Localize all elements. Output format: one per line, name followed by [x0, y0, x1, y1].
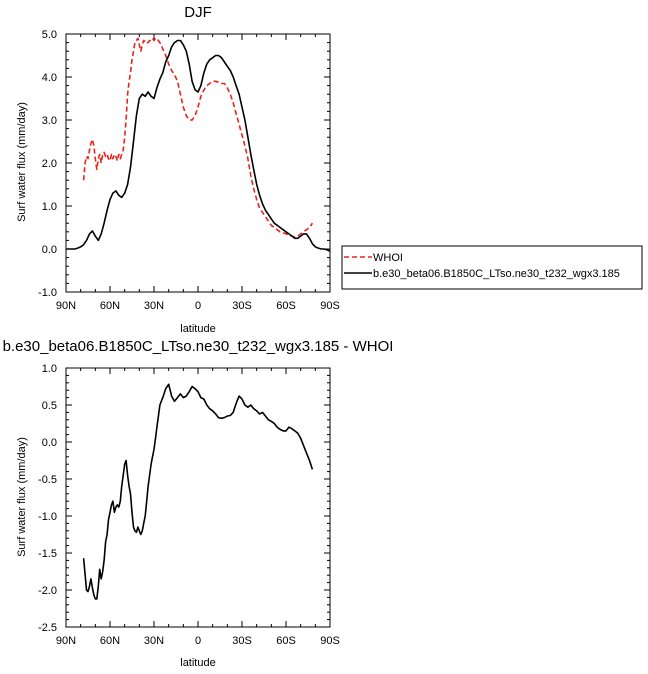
- bottom-x-tick-label: 30S: [232, 635, 252, 647]
- bottom-x-tick-label: 90S: [320, 635, 340, 647]
- bottom-axis-ticks: 90N 60N 30N 0 30S 60S 90S -2.5 -2.0 -1.5 -1.0 -0.5 0…: [38, 363, 340, 647]
- bottom-y-axis-label: Surf water flux (mm/day): [16, 437, 28, 557]
- top-series-group: [66, 37, 331, 252]
- top-y-axis-label: Surf water flux (mm/day): [16, 102, 28, 222]
- bottom-x-tick-label: 0: [195, 635, 201, 647]
- bottom-series-line-model: [82, 383, 314, 600]
- top-y-tick-label: 4.0: [42, 72, 57, 84]
- bottom-panel: b.e30_beta06.B1850C_LTso.ne30_t232_wgx3.…: [3, 338, 394, 669]
- top-plot-frame: [65, 33, 331, 293]
- bottom-x-tick-label: 60N: [100, 635, 120, 647]
- top-x-tick-label: 30N: [144, 300, 164, 312]
- top-x-axis-label: latitude: [180, 323, 215, 335]
- bottom-plot-frame: [65, 367, 331, 628]
- top-x-tick-label: 90N: [56, 300, 76, 312]
- top-axis-ticks: 90N 60N 30N 0 30S 60S 90S -1.0 0.0 1.0 2.0 3.0 4.0 5.…: [38, 29, 340, 312]
- bottom-y-tick-label: -1.0: [38, 511, 57, 523]
- top-y-tick-label: 2.0: [42, 158, 57, 170]
- bottom-chart-title: b.e30_beta06.B1850C_LTso.ne30_t232_wgx3.…: [3, 338, 394, 355]
- top-y-tick-label: 0.0: [42, 244, 57, 256]
- top-series-line-whoi: [82, 37, 314, 238]
- bottom-y-tick-label: -1.5: [38, 548, 57, 560]
- bottom-y-tick-label: -2.5: [38, 622, 57, 634]
- top-x-tick-label: 60N: [100, 300, 120, 312]
- bottom-y-tick-label: 1.0: [42, 363, 57, 375]
- top-y-tick-label: -1.0: [38, 287, 57, 299]
- bottom-x-tick-label: 30N: [144, 635, 164, 647]
- top-chart-title: DJF: [184, 4, 212, 21]
- bottom-x-axis-label: latitude: [180, 657, 215, 669]
- legend-box: [341, 245, 643, 290]
- bottom-x-tick-label: 90N: [56, 635, 76, 647]
- top-series-line-model: [66, 39, 331, 252]
- top-x-tick-label: 30S: [232, 300, 252, 312]
- top-y-tick-label: 5.0: [42, 29, 57, 41]
- legend-label-model: b.e30_beta06.B1850C_LTso.ne30_t232_wgx3.…: [373, 268, 620, 280]
- bottom-y-tick-label: 0.0: [42, 437, 57, 449]
- top-y-tick-label: 1.0: [42, 201, 57, 213]
- legend: WHOI b.e30_beta06.B1850C_LTso.ne30_t232_…: [341, 245, 643, 290]
- legend-label-whoi: WHOI: [373, 252, 403, 264]
- top-x-tick-label: 60S: [276, 300, 296, 312]
- bottom-y-tick-label: -2.0: [38, 585, 57, 597]
- top-panel: DJF latitude Surf water flux (mm/day) 90…: [16, 4, 340, 335]
- top-x-tick-label: 90S: [320, 300, 340, 312]
- bottom-series-group: [82, 383, 314, 600]
- bottom-y-tick-label: -0.5: [38, 474, 57, 486]
- bottom-y-tick-label: 0.5: [42, 400, 57, 412]
- top-y-tick-label: 3.0: [42, 115, 57, 127]
- bottom-x-tick-label: 60S: [276, 635, 296, 647]
- top-x-tick-label: 0: [195, 300, 201, 312]
